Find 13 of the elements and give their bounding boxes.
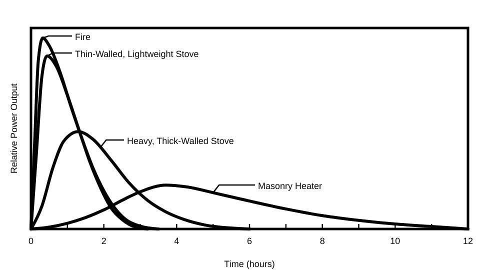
x-tick-label: 6 bbox=[246, 236, 252, 246]
x-tick-label: 2 bbox=[101, 236, 106, 246]
x-tick-label: 0 bbox=[28, 236, 34, 246]
x-tick-label: 4 bbox=[174, 236, 180, 246]
x-tick-label: 12 bbox=[462, 236, 474, 246]
x-axis-title: Time (hours) bbox=[224, 259, 275, 269]
legend-label: Fire bbox=[75, 32, 90, 42]
legend-label: Heavy, Thick-Walled Stove bbox=[127, 136, 234, 146]
x-tick-label: 10 bbox=[390, 236, 400, 246]
legend-label: Masonry Heater bbox=[258, 181, 322, 191]
y-axis-title: Relative Power Output bbox=[9, 82, 19, 174]
x-tick-label: 8 bbox=[320, 236, 325, 246]
legend-label: Thin-Walled, Lightweight Stove bbox=[75, 49, 199, 59]
